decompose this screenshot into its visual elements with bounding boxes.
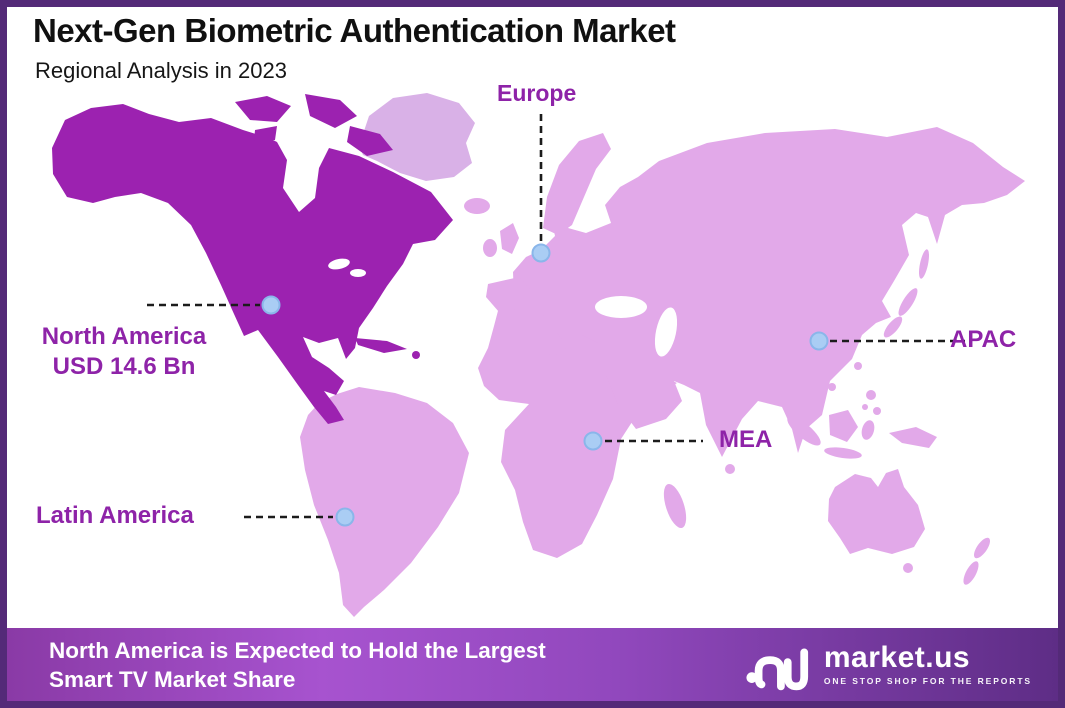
north-america-highlighted xyxy=(52,94,453,424)
sri-lanka-shape xyxy=(725,464,735,474)
new-zealand-shape xyxy=(973,537,991,559)
madagascar-shape xyxy=(663,483,687,529)
marker-latin-america xyxy=(335,507,355,527)
taiwan-shape xyxy=(854,362,862,370)
tasmania-shape xyxy=(903,563,913,573)
marker-mea xyxy=(583,431,603,451)
australia-shape xyxy=(828,469,925,554)
arctic-islands-shape xyxy=(235,94,393,156)
continents-light xyxy=(300,127,1025,617)
cuba-shape xyxy=(355,338,407,353)
new-guinea-shape xyxy=(889,427,937,448)
footer-headline-line1: North America is Expected to Hold the La… xyxy=(49,637,546,663)
label-latin-america: Latin America xyxy=(36,502,194,529)
footer-headline-line2: Smart TV Market Share xyxy=(49,666,296,692)
footer-banner: North America is Expected to Hold the La… xyxy=(7,628,1058,701)
philippines-shape xyxy=(866,390,876,400)
markers xyxy=(261,243,829,527)
scandinavia-shape xyxy=(543,133,611,235)
sakhalin-shape xyxy=(918,249,930,279)
uk-shape xyxy=(500,223,519,254)
south-america-shape xyxy=(300,387,469,617)
leader-lines xyxy=(147,114,965,519)
label-north-america: North America USD 14.6 Bn xyxy=(18,322,230,382)
ireland-shape xyxy=(483,239,497,257)
iceland-shape xyxy=(464,198,490,214)
label-north-america-value: USD 14.6 Bn xyxy=(52,353,196,380)
italy-shape xyxy=(535,310,568,352)
page-subtitle: Regional Analysis in 2023 xyxy=(35,58,287,83)
market-us-logo-icon xyxy=(746,648,808,690)
japan-shape xyxy=(898,288,918,316)
label-europe: Europe xyxy=(497,80,577,106)
brand-name: market.us xyxy=(823,641,971,674)
marker-europe xyxy=(531,243,551,263)
north-america-shape xyxy=(52,104,453,424)
great-lakes-shape xyxy=(328,258,350,270)
inland-seas xyxy=(328,258,678,357)
java-shape xyxy=(824,447,862,459)
label-north-america-name: North America xyxy=(41,323,207,350)
world-map xyxy=(52,93,1025,617)
label-apac: APAC xyxy=(950,326,1017,353)
greenland-shape xyxy=(359,93,475,181)
marker-apac xyxy=(809,331,829,351)
marker-north-america xyxy=(261,295,281,315)
sulawesi-shape xyxy=(861,420,875,440)
caspian-sea-shape xyxy=(654,307,678,357)
black-sea-shape xyxy=(595,296,647,318)
brand-logo: market.us ONE STOP SHOP FOR THE REPORTS xyxy=(745,638,1032,692)
label-mea: MEA xyxy=(719,426,773,453)
eurasia-shape xyxy=(513,127,1025,457)
hispaniola-shape xyxy=(412,351,420,359)
iberia-shape xyxy=(486,277,531,312)
page-title: Next-Gen Biometric Authentication Market xyxy=(33,12,676,49)
footer-headline: North America is Expected to Hold the La… xyxy=(49,636,546,694)
sumatra-shape xyxy=(787,416,821,446)
borneo-shape xyxy=(829,410,858,442)
brand-text: market.us ONE STOP SHOP FOR THE REPORTS xyxy=(823,641,1032,687)
brand-tagline: ONE STOP SHOP FOR THE REPORTS xyxy=(823,676,1032,686)
